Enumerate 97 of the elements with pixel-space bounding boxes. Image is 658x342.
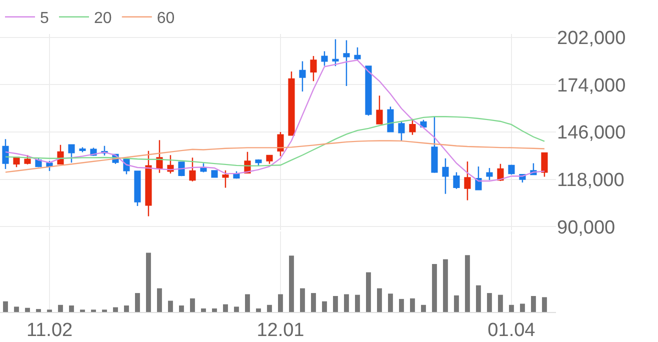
y-tick-label: 174,000 <box>557 75 626 96</box>
candlestick <box>508 164 515 176</box>
candlestick <box>277 131 284 157</box>
bar <box>190 298 195 312</box>
candlestick <box>255 158 262 166</box>
bar <box>179 305 184 312</box>
bar <box>498 294 503 312</box>
candlestick <box>376 95 383 124</box>
candlestick <box>409 118 416 136</box>
bar <box>398 298 404 312</box>
line-series <box>4 60 546 182</box>
bar <box>289 256 294 312</box>
line-series <box>4 116 546 166</box>
candlestick <box>343 40 350 87</box>
bar <box>420 304 426 312</box>
x-tick-label: 11.02 <box>26 320 73 341</box>
candlestick <box>464 160 471 201</box>
candlestick <box>222 170 229 188</box>
bar <box>454 295 459 312</box>
bar <box>58 304 63 312</box>
candlestick <box>299 60 306 92</box>
bar <box>486 293 492 312</box>
y-tick-label: 146,000 <box>557 122 626 144</box>
bar <box>256 308 261 312</box>
x-tick-label: 01.04 <box>488 320 536 341</box>
candlestick <box>178 162 185 177</box>
candlestick <box>442 158 449 194</box>
bar <box>354 294 360 312</box>
bar <box>36 309 41 312</box>
bar <box>25 308 30 312</box>
candlestick <box>321 50 328 66</box>
y-tick-label: 118,000 <box>557 170 624 191</box>
bar <box>113 307 118 312</box>
bar <box>69 305 74 312</box>
candlestick <box>365 66 372 116</box>
bar <box>333 296 338 312</box>
bar <box>135 293 140 312</box>
bar <box>3 301 8 312</box>
bar <box>388 294 393 312</box>
candlestick <box>134 170 141 207</box>
bar <box>212 308 217 312</box>
candlestick <box>475 166 482 190</box>
candlestick <box>57 144 64 165</box>
legend-label: 20 <box>94 10 112 28</box>
candlestick <box>398 120 405 142</box>
candlestick <box>387 106 394 132</box>
candlestick <box>453 172 460 190</box>
candlestick <box>332 38 339 67</box>
candlestick <box>68 144 75 164</box>
candlestick <box>145 150 152 217</box>
bar <box>201 308 206 312</box>
candlestick <box>189 157 196 182</box>
bar <box>168 300 173 312</box>
legend-label: 5 <box>40 10 49 28</box>
candlestick <box>2 138 9 170</box>
bar <box>442 259 448 312</box>
candlestick <box>266 154 273 165</box>
bar <box>376 288 382 312</box>
candlestick <box>541 152 548 178</box>
line-series <box>4 140 546 173</box>
y-tick-label: 202,000 <box>557 28 626 50</box>
bar <box>300 288 305 312</box>
bar <box>322 301 327 312</box>
candlestick <box>497 163 504 182</box>
bar <box>508 304 514 312</box>
bar <box>530 296 536 312</box>
bar <box>14 306 19 312</box>
bar <box>157 288 162 312</box>
bar <box>223 304 228 312</box>
x-tick-label: 12.01 <box>256 320 304 341</box>
candlestick <box>354 46 361 61</box>
bar <box>311 293 316 312</box>
bar <box>432 264 437 312</box>
bar <box>520 304 525 312</box>
bar <box>464 255 470 312</box>
bar <box>124 305 129 312</box>
bar <box>344 294 349 312</box>
bar <box>234 306 239 312</box>
bar <box>410 298 415 312</box>
legend-label: 60 <box>156 10 175 28</box>
bar <box>267 304 272 312</box>
bar <box>146 252 151 312</box>
bar <box>245 294 250 312</box>
bar <box>278 294 283 312</box>
candlestick <box>288 70 295 136</box>
candlestick <box>310 55 317 82</box>
candlestick <box>24 154 31 166</box>
candlestick <box>13 156 20 168</box>
bar <box>542 297 547 312</box>
candlestick <box>486 167 493 181</box>
candlestick <box>156 140 163 174</box>
y-tick-label: 90,000 <box>557 217 616 238</box>
candlestick <box>211 170 218 178</box>
candlestick <box>79 146 86 153</box>
candlestick <box>431 116 438 174</box>
bar <box>366 272 371 312</box>
bar <box>476 285 481 312</box>
